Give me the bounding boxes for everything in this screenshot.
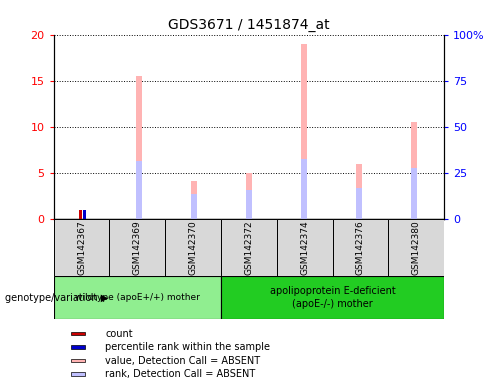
Bar	[191, 194, 197, 219]
Bar	[82, 210, 86, 219]
Text: value, Detection Call = ABSENT: value, Detection Call = ABSENT	[105, 356, 260, 366]
Bar	[71, 346, 85, 349]
Bar	[245, 190, 252, 219]
Bar	[79, 210, 82, 219]
Bar	[301, 159, 307, 219]
Bar	[191, 181, 197, 219]
Bar	[136, 76, 142, 219]
Bar	[71, 332, 85, 335]
Bar	[136, 161, 142, 219]
Text: wildtype (apoE+/+) mother: wildtype (apoE+/+) mother	[75, 293, 200, 302]
Text: percentile rank within the sample: percentile rank within the sample	[105, 342, 270, 352]
Text: genotype/variation ▶: genotype/variation ▶	[5, 293, 108, 303]
Bar	[71, 372, 85, 376]
Text: GSM142370: GSM142370	[188, 220, 198, 275]
Bar	[410, 168, 417, 219]
Bar	[54, 219, 109, 276]
Text: rank, Detection Call = ABSENT: rank, Detection Call = ABSENT	[105, 369, 255, 379]
Title: GDS3671 / 1451874_at: GDS3671 / 1451874_at	[168, 18, 330, 32]
Text: GSM142380: GSM142380	[412, 220, 421, 275]
Bar	[109, 219, 165, 276]
Bar	[301, 44, 307, 219]
Bar	[356, 164, 362, 219]
Text: GSM142367: GSM142367	[77, 220, 86, 275]
Bar	[54, 276, 221, 319]
Text: GSM142372: GSM142372	[244, 220, 253, 275]
Bar	[165, 219, 221, 276]
Bar	[245, 173, 252, 219]
Text: GSM142369: GSM142369	[133, 220, 142, 275]
Bar	[71, 359, 85, 362]
Bar	[332, 219, 388, 276]
Bar	[388, 219, 444, 276]
Bar	[221, 219, 277, 276]
Text: GSM142374: GSM142374	[300, 220, 309, 275]
Bar	[221, 276, 444, 319]
Bar	[356, 187, 362, 219]
Text: count: count	[105, 329, 133, 339]
Bar	[410, 122, 417, 219]
Bar	[277, 219, 332, 276]
Text: apolipoprotein E-deficient
(apoE-/-) mother: apolipoprotein E-deficient (apoE-/-) mot…	[270, 286, 395, 309]
Text: GSM142376: GSM142376	[356, 220, 365, 275]
